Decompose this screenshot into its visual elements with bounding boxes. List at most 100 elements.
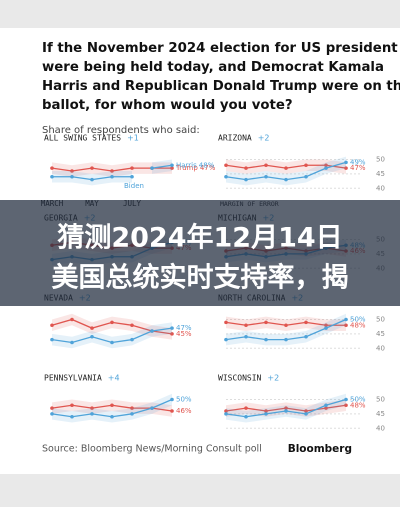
point (70, 340, 74, 345)
value-label: 48% (199, 161, 215, 169)
panel-lead: +4 (108, 374, 120, 383)
point (224, 320, 228, 325)
point (324, 163, 328, 168)
point (110, 169, 114, 173)
point (224, 412, 228, 416)
panel-lead: +2 (267, 374, 279, 383)
point (50, 166, 54, 170)
point (110, 403, 114, 408)
point (170, 163, 174, 168)
point (284, 406, 288, 410)
point (284, 409, 288, 413)
point (304, 409, 308, 413)
point (110, 320, 114, 325)
point (170, 326, 174, 330)
point (170, 397, 174, 402)
y-tick-label: 40 (376, 424, 385, 432)
value-label: 47% (200, 164, 216, 172)
point (324, 403, 328, 408)
point (344, 317, 348, 322)
panel-lead: +2 (258, 134, 270, 143)
point (70, 403, 74, 408)
brand: Bloomberg (288, 443, 352, 455)
error-band (52, 313, 172, 340)
series-name: Trump (175, 164, 198, 172)
point (110, 340, 114, 345)
point (304, 163, 308, 168)
point (90, 334, 94, 339)
series-line (151, 164, 173, 169)
point (50, 174, 54, 179)
point (90, 326, 94, 330)
point (50, 406, 54, 410)
overlay-text: 猜测2024年12月14日 (56, 222, 342, 254)
value-label: 46% (176, 407, 192, 415)
point (110, 414, 114, 419)
point (50, 337, 54, 342)
title-line: ballot, for whom would you vote? (42, 98, 293, 113)
point (224, 337, 228, 342)
point (130, 337, 134, 342)
point (170, 166, 174, 170)
point (304, 412, 308, 416)
value-label: 49% (350, 158, 366, 166)
value-label: 47% (350, 164, 366, 172)
point (344, 160, 348, 165)
point (344, 397, 348, 402)
error-band (226, 313, 346, 346)
point (70, 174, 74, 179)
value-label: 47% (176, 324, 192, 332)
point (284, 323, 288, 328)
point (130, 174, 134, 179)
point (150, 406, 154, 410)
y-tick-label: 45 (376, 410, 385, 418)
point (50, 412, 54, 416)
point (284, 166, 288, 170)
series-name: Biden (124, 182, 144, 190)
point (170, 332, 174, 336)
point (110, 174, 114, 179)
point (324, 326, 328, 330)
point (284, 337, 288, 342)
point (304, 174, 308, 179)
point (264, 412, 268, 416)
point (324, 166, 328, 170)
title-line: If the November 2024 election for US pre… (42, 41, 398, 56)
point (224, 409, 228, 413)
subtitle: Share of respondents who said: (42, 125, 200, 136)
point (50, 323, 54, 328)
point (264, 174, 268, 179)
point (244, 323, 248, 328)
point (150, 329, 154, 333)
value-label: 50% (176, 396, 192, 404)
point (130, 412, 134, 416)
point (244, 334, 248, 339)
overlay-text: 美国总统实时支持率，揭 (52, 262, 349, 294)
point (264, 320, 268, 325)
point (90, 406, 94, 410)
point (264, 337, 268, 342)
point (90, 412, 94, 416)
title-line: were being held today, and Democrat Kama… (42, 60, 384, 75)
point (90, 177, 94, 182)
point (70, 414, 74, 419)
title-line: Harris and Republican Donald Trump were … (42, 79, 400, 94)
error-band (52, 322, 172, 349)
value-label: 50% (350, 316, 366, 324)
y-tick-label: 40 (376, 184, 385, 192)
source: Source: Bloomberg News/Morning Consult p… (42, 444, 262, 455)
point (324, 323, 328, 328)
y-tick-label: 45 (376, 330, 385, 338)
point (70, 169, 74, 173)
point (324, 406, 328, 410)
y-tick-label: 45 (376, 170, 385, 178)
point (344, 323, 348, 328)
value-label: 48% (350, 321, 366, 329)
point (304, 334, 308, 339)
y-tick-label: 40 (376, 344, 385, 352)
value-label: 48% (350, 401, 366, 409)
panel-lead: +1 (127, 134, 139, 143)
y-tick-label: 50 (376, 156, 385, 164)
